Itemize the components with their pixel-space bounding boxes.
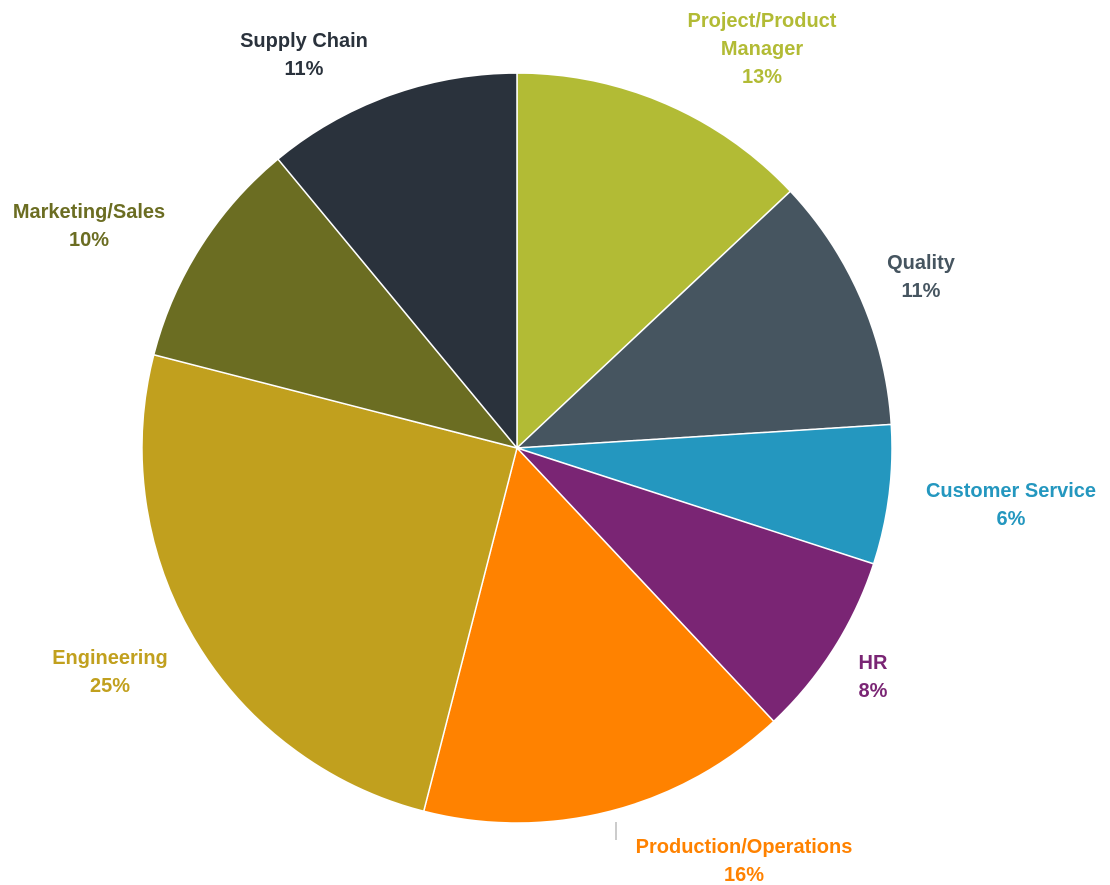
pie-slice-hr <box>516 447 875 723</box>
pie-slice-production-operations <box>422 446 775 824</box>
pie-slice-supply-chain <box>276 72 518 451</box>
data-label-name: Engineering <box>52 647 168 669</box>
data-label-value: 16% <box>724 864 764 885</box>
data-label-name: Quality <box>887 252 956 274</box>
data-label-name: Manager <box>721 38 803 60</box>
data-label-value: 6% <box>997 508 1026 530</box>
data-label-production-operations: Production/Operations 16% <box>636 836 853 885</box>
data-label-value: 11% <box>902 280 941 302</box>
data-labels: Project/Product Manager 13% Quality 11% Custo… <box>13 10 1096 885</box>
pie-slice-customer-service <box>516 423 893 565</box>
data-label-value: 13% <box>742 66 782 88</box>
data-label-name: Supply Chain <box>240 30 368 52</box>
data-label-name: HR <box>859 652 888 674</box>
data-label-name: Marketing/Sales <box>13 201 165 223</box>
data-label-customer-service: Customer Service 6% <box>926 480 1096 530</box>
data-label-name: Project/Product <box>688 10 837 32</box>
pie-slices <box>141 72 893 824</box>
pie-slice-engineering <box>141 353 518 813</box>
pie-slice-quality <box>514 190 893 449</box>
data-label-hr: HR 8% <box>859 652 888 702</box>
data-label-value: 10% <box>69 229 109 251</box>
pie-slice-project-product-manager <box>516 72 792 450</box>
data-label-name: Customer Service <box>926 480 1096 502</box>
data-label-marketing-sales: Marketing/Sales 10% <box>13 201 165 251</box>
data-label-name: Production/Operations <box>636 836 853 858</box>
data-label-value: 11% <box>285 58 324 80</box>
pie-slice-marketing-sales <box>152 158 520 450</box>
data-label-project-product-manager: Project/Product Manager 13% <box>688 10 837 88</box>
data-label-supply-chain: Supply Chain 11% <box>240 30 368 80</box>
data-label-value: 25% <box>90 675 130 697</box>
data-label-value: 8% <box>859 680 888 702</box>
data-label-engineering: Engineering 25% <box>52 647 168 697</box>
data-label-quality: Quality 11% <box>887 252 956 302</box>
